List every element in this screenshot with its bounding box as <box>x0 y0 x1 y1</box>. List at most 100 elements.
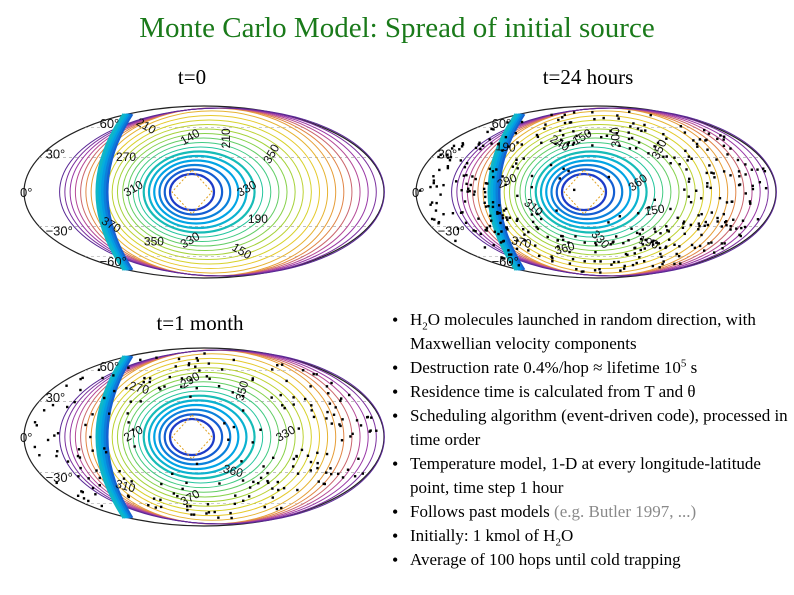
latitude-label: 0° <box>20 185 32 200</box>
molecule-dot <box>535 133 539 137</box>
molecule-dot <box>609 243 612 246</box>
molecule-dot <box>522 157 525 160</box>
molecule-dot <box>669 161 672 165</box>
molecule-dot <box>605 134 609 137</box>
contour-value-label: 310 <box>121 177 146 199</box>
molecule-dot <box>611 241 614 244</box>
molecule-dot <box>234 494 237 497</box>
molecule-dot <box>229 511 232 515</box>
molecule-dot <box>593 269 597 272</box>
molecule-dot <box>77 475 80 478</box>
molecule-dot <box>736 158 740 162</box>
molecule-dot <box>341 418 344 421</box>
contour-line <box>534 150 648 234</box>
molecule-dot <box>540 141 543 145</box>
molecule-dot <box>687 195 690 198</box>
molecule-dot <box>435 185 438 188</box>
molecule-dot <box>181 487 184 491</box>
molecule-dot <box>55 481 58 485</box>
molecule-dot <box>502 209 506 212</box>
molecule-dot <box>446 156 450 159</box>
molecule-dot <box>163 385 166 388</box>
molecule-dot <box>618 215 622 218</box>
molecule-dot <box>641 228 644 231</box>
latitude-label: 30° <box>46 390 66 405</box>
molecule-dot <box>490 127 493 131</box>
molecule-dot <box>665 155 668 158</box>
molecule-dot <box>622 241 625 245</box>
molecule-dot <box>651 264 655 268</box>
contour-value-label: 350 <box>144 235 164 249</box>
molecule-dot <box>220 368 224 371</box>
molecule-dot <box>697 214 700 217</box>
molecule-dot <box>744 163 747 166</box>
molecule-dot <box>580 270 584 273</box>
molecule-dot <box>459 211 463 214</box>
molecule-dot <box>609 129 612 133</box>
molecule-dot <box>91 413 94 416</box>
molecule-dot <box>477 143 480 146</box>
molecule-dot <box>638 256 641 259</box>
molecule-dot <box>615 132 619 135</box>
molecule-dot <box>458 148 461 151</box>
molecule-dot <box>687 180 691 183</box>
molecule-dot <box>508 216 511 219</box>
molecule-dot <box>446 153 449 156</box>
molecule-dot <box>84 423 87 427</box>
molecule-dot <box>551 257 554 260</box>
molecule-dot <box>271 368 274 371</box>
molecule-dot <box>730 200 733 203</box>
molecule-dot <box>739 234 742 238</box>
molecule-dot <box>206 503 210 506</box>
molecule-dot <box>686 159 689 162</box>
molecule-dot <box>561 238 565 242</box>
molecule-dot <box>530 213 534 216</box>
molecule-dot <box>653 198 656 202</box>
molecule-dot <box>602 116 605 120</box>
molecule-dot <box>504 135 508 139</box>
molecule-dot <box>112 374 115 377</box>
molecule-dot <box>507 145 510 148</box>
molecule-dot <box>673 156 676 159</box>
molecule-dot <box>148 380 151 384</box>
molecule-dot <box>607 221 610 224</box>
molecule-dot <box>661 262 664 266</box>
molecule-dot <box>217 516 220 519</box>
molecule-dot <box>710 241 713 244</box>
molecule-dot <box>126 412 129 415</box>
molecule-dot <box>248 486 252 489</box>
molecule-dot <box>91 486 95 490</box>
molecule-dot <box>595 243 598 247</box>
molecule-dot <box>434 209 438 212</box>
molecule-dot <box>630 227 633 230</box>
molecule-dot <box>490 142 493 145</box>
contour-line <box>163 413 224 461</box>
molecule-dot <box>622 267 626 270</box>
molecule-dot <box>652 239 655 242</box>
molecule-dot <box>483 201 486 205</box>
molecule-dot <box>454 180 458 183</box>
contour-line <box>59 349 385 525</box>
molecule-dot <box>493 230 496 234</box>
latitude-label: −30° <box>46 470 73 485</box>
molecule-dot <box>359 424 363 427</box>
molecule-dot <box>607 175 611 179</box>
molecule-dot <box>617 260 620 264</box>
molecule-dot <box>527 249 530 252</box>
contour-line <box>137 146 264 238</box>
molecule-dot <box>693 246 697 250</box>
molecule-dot <box>628 110 631 114</box>
molecule-dot <box>658 246 662 250</box>
molecule-dot <box>650 240 654 244</box>
contour-line <box>59 107 385 277</box>
molecule-dot <box>527 230 530 234</box>
molecule-dot <box>637 212 640 215</box>
molecule-dot <box>684 149 687 153</box>
contour-line <box>122 132 288 252</box>
contour-line <box>105 113 134 271</box>
contour-line <box>555 168 616 216</box>
molecule-dot <box>653 227 656 230</box>
contour-value-label: 190 <box>248 212 268 226</box>
molecule-dot <box>227 438 230 441</box>
